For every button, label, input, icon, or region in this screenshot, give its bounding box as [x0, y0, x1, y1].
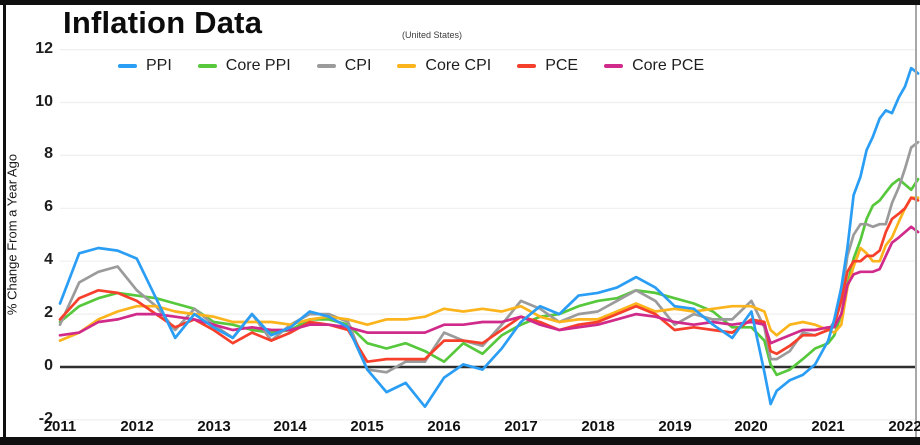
x-tick-label: 2015 [350, 418, 384, 435]
legend-item-cpi: CPI [316, 57, 372, 75]
legend-swatch-core-ppi [197, 64, 217, 68]
legend-swatch-cpi [316, 64, 336, 68]
left-border-bar [3, 0, 6, 437]
y-axis-ticks: 12 10 8 6 4 2 0 -2 [13, 0, 53, 445]
series-line-pce [58, 196, 920, 364]
legend-swatch-core-cpi [397, 64, 417, 68]
legend-swatch-core-pce [604, 64, 624, 68]
x-tick-label: 2019 [658, 418, 692, 435]
y-tick-label: 4 [44, 251, 53, 268]
chart-title: Inflation Data [63, 5, 263, 40]
chart-subtitle: (United States) [402, 30, 463, 40]
legend-swatch-pce [517, 64, 537, 68]
legend-label: CPI [344, 57, 372, 74]
bottom-border-bar [0, 437, 920, 445]
y-tick-label: 10 [35, 93, 53, 110]
y-tick-label: 12 [35, 40, 53, 57]
y-tick-label: 6 [44, 198, 53, 215]
series-line-core-cpi [58, 196, 920, 342]
legend-label: Core PCE [632, 57, 705, 74]
top-border-bar [0, 0, 920, 5]
x-tick-label: 2018 [581, 418, 615, 435]
legend-label: PCE [545, 57, 579, 74]
x-tick-label: 2022 [888, 418, 920, 435]
legend-label: Core PPI [225, 57, 291, 74]
x-tick-label: 2020 [734, 418, 768, 435]
y-tick-label: 0 [44, 357, 53, 374]
legend-item-ppi: PPI [118, 57, 172, 75]
x-tick-label: 2021 [811, 418, 845, 435]
legend-label: PPI [146, 57, 172, 74]
legend-item-core-cpi: Core CPI [397, 57, 491, 75]
x-tick-label: 2017 [504, 418, 538, 435]
x-tick-label: 2011 [43, 418, 77, 435]
series-line-ppi [58, 66, 920, 409]
legend-swatch-ppi [118, 64, 137, 68]
chart-legend: PPI Core PPI CPI Core CPI PCE Core PCE [118, 57, 704, 75]
x-tick-label: 2016 [427, 418, 461, 435]
legend-item-core-pce: Core PCE [604, 57, 704, 75]
series-line-core-pce [58, 225, 920, 345]
right-border-line [915, 5, 917, 437]
y-tick-label: -2 [38, 410, 53, 427]
legend-item-pce: PCE [517, 57, 578, 75]
y-tick-label: 8 [44, 145, 53, 162]
y-tick-label: 2 [44, 304, 53, 321]
x-tick-label: 2012 [120, 418, 154, 435]
legend-item-core-ppi: Core PPI [197, 57, 291, 75]
legend-label: Core CPI [425, 57, 492, 74]
x-tick-label: 2014 [273, 418, 307, 435]
x-tick-label: 2013 [197, 418, 231, 435]
